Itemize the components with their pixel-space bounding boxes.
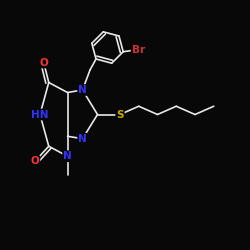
Text: O: O	[40, 58, 48, 68]
Text: O: O	[30, 156, 40, 166]
Text: N: N	[63, 151, 72, 161]
Text: HN: HN	[31, 110, 49, 120]
Text: S: S	[116, 110, 124, 120]
Text: Br: Br	[132, 45, 145, 55]
Text: N: N	[78, 134, 87, 144]
Text: N: N	[78, 85, 87, 95]
